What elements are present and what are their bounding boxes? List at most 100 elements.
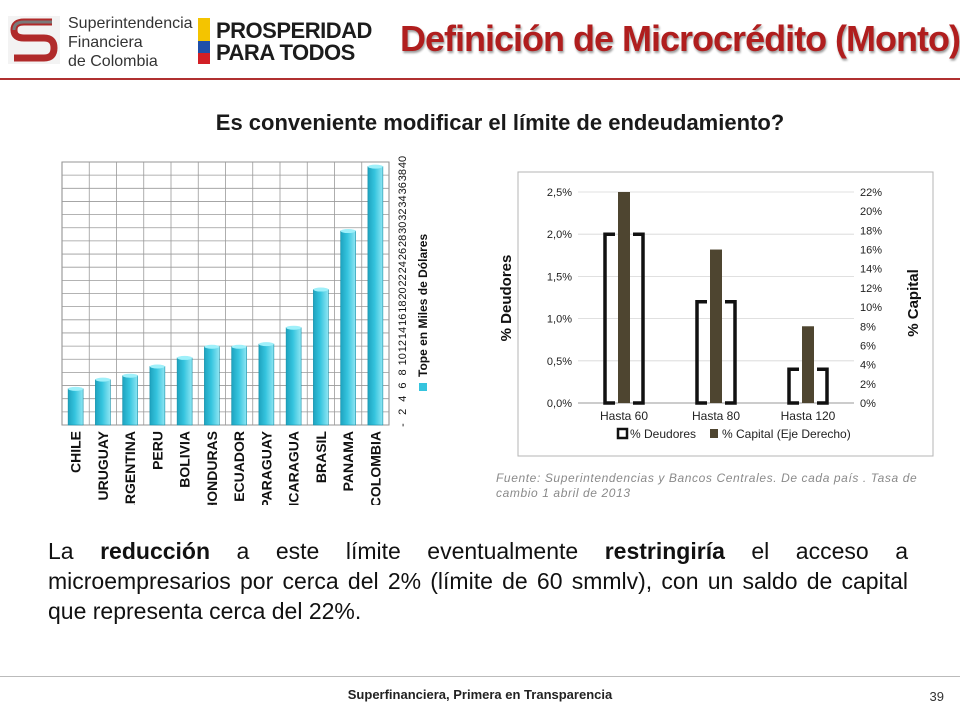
bar (367, 166, 384, 426)
debtors-bracket-left (603, 232, 615, 405)
y-tick-label: 16 (397, 314, 409, 326)
category-label: BOLIVIA (177, 431, 193, 488)
body-text-span: a este límite eventualmente (210, 538, 605, 564)
country-limit-chart: CHILE URUGUAY ARGENTINA PERU BOLIVIA HONDURAS… (61, 156, 430, 505)
y-tick-label: 8 (397, 369, 409, 375)
y2-tick-label: 6% (860, 340, 876, 352)
debtors-bracket-left (787, 367, 799, 405)
category-label: PERU (149, 431, 165, 470)
y-tick-label: 1,0% (547, 314, 572, 326)
bar (95, 379, 111, 426)
y-tick-label: 6 (397, 382, 409, 388)
category-label: PANAMA (340, 431, 356, 491)
category-label: CHILE (68, 431, 84, 473)
category-label: HONDURAS (204, 431, 220, 505)
body-paragraph: La reducción a este límite eventualmente… (48, 536, 908, 626)
y-tick-label: 2,5% (547, 187, 572, 199)
y-tick-label: 0,0% (547, 398, 572, 410)
capital-bar (710, 249, 722, 403)
y-tick-label: 26 (397, 248, 409, 260)
category-label: Hasta 80 (692, 409, 740, 423)
category-label: Hasta 120 (781, 409, 836, 423)
y-axis-title: % Deudores (498, 255, 515, 342)
bar-cap (177, 355, 193, 360)
debtor-capital-chart: 0,0% 0,5% 1,0% 1,5% 2,0% 2,5% 0% 2% 4% 6% 8% 10% 12%… (498, 171, 934, 457)
prosperidad-logo: PROSPERIDAD PARA TODOS (198, 18, 372, 66)
body-emphasis: restringiría (604, 538, 725, 564)
bar (67, 388, 84, 426)
y2-tick-label: 16% (860, 245, 882, 257)
y-tick-label: 32 (397, 208, 409, 220)
y-tick-label: 18 (397, 301, 409, 313)
y2-tick-label: 2% (860, 379, 876, 391)
bar-cap (95, 377, 111, 382)
category-label: COLOMBIA (367, 431, 383, 505)
debtors-bracket-left (695, 299, 707, 405)
y-tick-label: 14 (397, 327, 409, 339)
campaign-logo-line: PROSPERIDAD (216, 18, 372, 43)
bar-cap (367, 164, 383, 169)
bar-cap (149, 364, 165, 369)
y-tick-label: 40 (397, 156, 409, 168)
y-tick-label: 2,0% (547, 229, 572, 241)
bar-cap (231, 344, 247, 349)
debtors-bracket-right (817, 367, 829, 405)
bar-cap (313, 287, 329, 292)
y2-tick-label: 10% (860, 302, 882, 314)
title-divider (0, 78, 960, 80)
bar (258, 343, 275, 426)
y-tick-label: 30 (397, 222, 409, 234)
legend-label: % Deudores (630, 427, 696, 441)
y-tick-label: 20 (397, 287, 409, 299)
debtors-bracket-right (633, 232, 645, 405)
y-tick-label: 10 (397, 353, 409, 365)
body-text-span: La (48, 538, 101, 564)
source-note: Fuente: Superintendencias y Bancos Centr… (496, 471, 918, 500)
chart-frame (517, 171, 934, 457)
y2-tick-label: 20% (860, 206, 882, 218)
y-tick-label: 38 (397, 169, 409, 181)
y-tick-label: 36 (397, 182, 409, 194)
bar-cap (286, 325, 302, 330)
legend-swatch (419, 383, 427, 391)
y-tick-label: 12 (397, 340, 409, 352)
legend-swatch-capital (710, 429, 718, 438)
superfinanciera-emblem-icon (8, 16, 60, 64)
y2-axis-title: % Capital (905, 269, 922, 337)
question-heading: Es conveniente modificar el límite de en… (215, 110, 785, 135)
category-label: URUGUAY (95, 430, 111, 500)
bar-cap (204, 344, 220, 349)
bar-cap (68, 386, 84, 391)
bar (204, 346, 220, 426)
y-tick-label: 2 (397, 409, 409, 415)
legend-label: % Capital (Eje Derecho) (722, 427, 851, 441)
org-logo-line: de Colombia (68, 53, 158, 70)
legend-swatch-debtors (616, 427, 629, 440)
bar (122, 375, 138, 426)
bar (176, 357, 193, 426)
bar (340, 230, 356, 426)
category-label: ARGENTINA (122, 431, 138, 505)
bar-cap (258, 342, 274, 347)
bar-cap (122, 373, 138, 378)
capital-bar (802, 326, 814, 403)
bar (231, 346, 247, 426)
y-tick-label: 4 (397, 396, 409, 402)
y-tick-label: 0,5% (547, 356, 572, 368)
y2-tick-label: 12% (860, 283, 882, 295)
colombia-flag-icon (198, 18, 210, 64)
category-label: ECUADOR (231, 431, 247, 502)
org-logo-line: Financiera (68, 34, 143, 51)
y2-tick-label: 14% (860, 264, 882, 276)
capital-bar (618, 192, 630, 403)
y-tick-label: - (397, 423, 409, 427)
legend-label: Tope en Miles de Dólares (416, 234, 430, 377)
y-tick-label: 24 (397, 261, 409, 273)
bar (149, 366, 166, 426)
category-label: NICARAGUA (286, 431, 302, 505)
bar (313, 289, 329, 426)
slide-title: Definición de Microcrédito (Monto) (400, 18, 960, 59)
y-tick-label: 34 (397, 195, 409, 207)
category-label: PARAGUAY (258, 430, 274, 505)
y2-tick-label: 8% (860, 321, 876, 333)
